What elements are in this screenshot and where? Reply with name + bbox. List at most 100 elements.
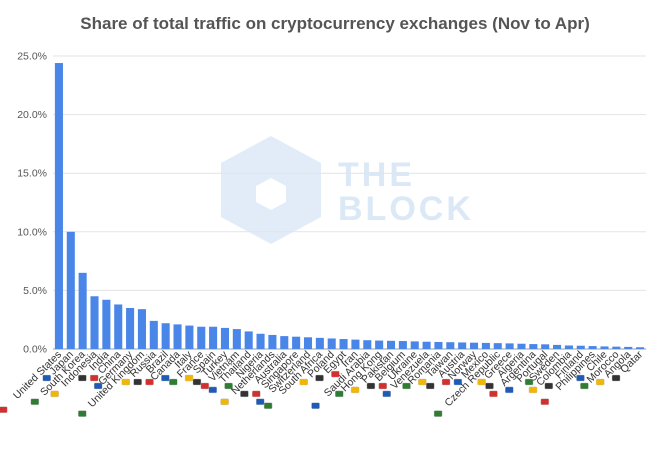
y-tick-label: 15.0% <box>17 168 47 180</box>
country-flag-icon <box>169 378 178 386</box>
country-flag-icon <box>299 378 308 386</box>
bar <box>636 347 645 349</box>
country-flag-icon <box>192 378 202 386</box>
bar <box>173 324 182 349</box>
country-flag-icon <box>89 374 99 382</box>
bar <box>161 323 170 349</box>
bar <box>553 344 562 349</box>
y-tick-label: 25.0% <box>17 51 47 63</box>
country-flag-icon <box>42 374 51 382</box>
country-flag-icon <box>544 382 554 390</box>
y-tick-label: 0.0% <box>23 344 47 356</box>
country-flag-icon <box>78 374 87 382</box>
watermark-cube-icon <box>256 178 286 210</box>
country-flag-icon <box>78 410 87 417</box>
country-flag-icon <box>145 378 154 386</box>
bar <box>398 341 407 349</box>
bar <box>588 346 597 349</box>
bar <box>422 341 431 349</box>
country-flag-icon <box>350 386 360 394</box>
country-flag-icon <box>366 382 376 390</box>
bar <box>469 342 479 349</box>
bar <box>529 344 538 349</box>
country-flag-icon <box>240 390 249 398</box>
bar <box>220 327 230 349</box>
bar <box>232 329 241 349</box>
bar <box>66 231 75 349</box>
bar <box>197 326 206 349</box>
country-flag-icon <box>208 386 217 394</box>
bar <box>90 296 99 349</box>
country-flag-icon <box>50 390 59 398</box>
bar <box>137 309 146 349</box>
country-flag-icon <box>378 382 387 390</box>
bar <box>458 342 467 349</box>
bar <box>149 320 158 349</box>
bar <box>386 340 396 349</box>
country-flag-icon <box>93 382 103 390</box>
bar <box>280 336 289 349</box>
bar <box>624 346 633 349</box>
country-flag-icon <box>133 378 142 386</box>
bar <box>564 345 573 349</box>
country-flag-icon <box>418 378 427 386</box>
country-flag-icon <box>331 370 340 378</box>
bar <box>481 342 490 349</box>
bar <box>126 307 135 349</box>
bar <box>517 343 526 349</box>
country-flag-icon <box>426 382 435 390</box>
country-flag-icon <box>224 382 233 390</box>
country-flag-icon <box>453 378 463 386</box>
country-flag-icon <box>441 378 451 386</box>
the-block-watermark: THE BLOCK <box>221 136 474 244</box>
y-tick-label: 5.0% <box>23 285 47 297</box>
bar <box>375 340 384 349</box>
country-flag-icon <box>382 390 391 398</box>
bar <box>493 343 502 349</box>
y-tick-label: 20.0% <box>17 109 47 121</box>
country-flag-icon <box>200 382 210 390</box>
bar <box>363 340 372 349</box>
y-tick-label: 10.0% <box>17 226 47 238</box>
bar <box>505 343 514 349</box>
country-flag-icon <box>611 374 621 382</box>
bar <box>185 325 194 349</box>
bar <box>256 333 265 349</box>
country-flag-icon <box>505 386 514 394</box>
bar <box>78 272 87 349</box>
country-flag-icon <box>220 398 229 405</box>
country-flag-icon <box>315 374 324 382</box>
country-flag-icon <box>576 374 585 382</box>
country-flag-icon <box>524 378 534 386</box>
country-flag-icon <box>184 374 194 382</box>
watermark-text-block: BLOCK <box>338 190 474 228</box>
bar <box>339 339 348 349</box>
bar <box>576 345 585 349</box>
country-flag-icon <box>540 398 550 405</box>
country-flag-icon <box>161 374 170 382</box>
country-flag-icon <box>252 390 261 398</box>
bar <box>209 326 218 349</box>
country-flag-icon <box>433 410 443 417</box>
country-flag-icon <box>335 390 344 398</box>
country-flag-icon <box>477 378 486 386</box>
chart-title: Share of total traffic on cryptocurrency… <box>80 14 590 33</box>
bar <box>410 341 419 349</box>
bar <box>303 337 313 349</box>
country-flag-icon <box>311 402 320 409</box>
bar <box>315 337 324 349</box>
bar <box>54 63 63 349</box>
country-flag-icon <box>263 402 273 409</box>
bar <box>327 338 336 349</box>
country-flag-icon <box>30 398 40 405</box>
bar <box>434 341 443 349</box>
bar <box>351 339 360 349</box>
country-flag-icon <box>489 390 498 398</box>
country-flag-icon <box>0 406 8 413</box>
bar <box>446 342 455 349</box>
country-flag-icon <box>596 378 605 386</box>
country-flag-icon <box>402 382 411 390</box>
watermark-text-the: THE <box>338 156 415 194</box>
